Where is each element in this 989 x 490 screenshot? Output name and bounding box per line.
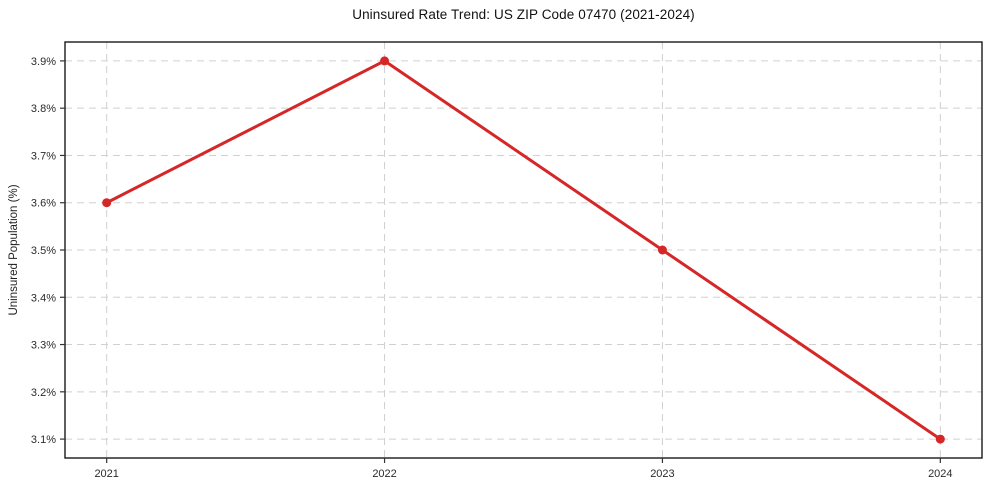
x-tick-label: 2023: [650, 468, 674, 480]
data-point: [935, 434, 945, 444]
y-tick-label: 3.3%: [31, 340, 56, 352]
y-tick-label: 3.8%: [31, 103, 56, 115]
data-point: [102, 198, 112, 208]
chart-title: Uninsured Rate Trend: US ZIP Code 07470 …: [352, 7, 695, 22]
y-tick-label: 3.9%: [31, 56, 56, 68]
y-tick-label: 3.6%: [31, 198, 56, 210]
x-tick-label: 2024: [928, 468, 952, 480]
y-tick-label: 3.4%: [31, 292, 56, 304]
x-tick-label: 2022: [372, 468, 396, 480]
x-tick-label: 2021: [94, 468, 118, 480]
y-tick-label: 3.1%: [31, 434, 56, 446]
data-point: [380, 56, 390, 66]
y-tick-label: 3.5%: [31, 245, 56, 257]
trend-line: [105, 59, 942, 441]
y-tick-label: 3.2%: [31, 387, 56, 399]
data-point: [657, 245, 667, 255]
y-tick-label: 3.7%: [31, 150, 56, 162]
